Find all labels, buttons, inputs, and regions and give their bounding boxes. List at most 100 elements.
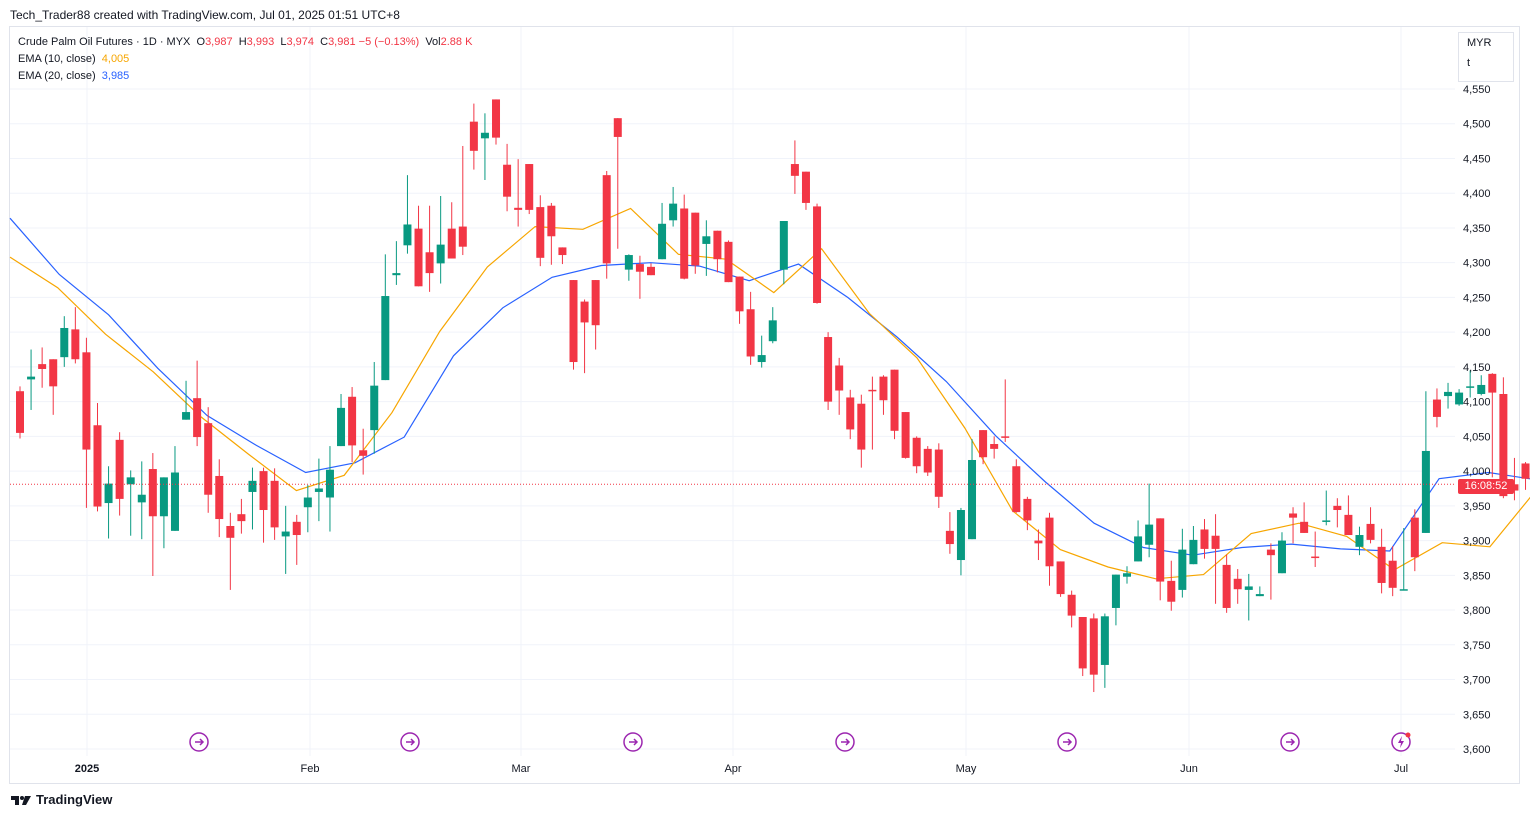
candle [680, 194, 689, 280]
candle-body [945, 530, 954, 545]
candle [1488, 373, 1497, 478]
candle [879, 375, 888, 415]
candle [1455, 389, 1464, 406]
candle-body [1001, 436, 1010, 438]
candle-body [237, 514, 246, 522]
legend-c-label: C [320, 36, 329, 48]
candle [1366, 507, 1375, 544]
candle-body [447, 228, 456, 259]
candle [469, 103, 478, 170]
candle [104, 466, 113, 539]
candle-body [104, 483, 113, 504]
y-tick-label: 4,550 [1463, 84, 1491, 96]
candle-body [270, 480, 279, 528]
candle [93, 403, 102, 512]
ema10-path [9, 207, 1530, 580]
candle [503, 143, 512, 212]
candle-body [82, 352, 91, 450]
candle [1300, 502, 1309, 533]
candle-body [1333, 505, 1342, 511]
tradingview-brand[interactable]: TradingView [10, 792, 112, 807]
candle-body [1045, 517, 1054, 567]
candle [325, 446, 334, 532]
candle-body [1366, 523, 1375, 540]
legend-row-ema10[interactable]: EMA (10, close) 4,005 [18, 53, 129, 65]
event-marker-icon[interactable] [1057, 732, 1077, 752]
candle-body [1078, 617, 1087, 669]
candle-body [381, 296, 390, 381]
candle-body [1233, 578, 1242, 590]
candle [1444, 382, 1453, 409]
candle [148, 453, 157, 577]
candle-body [148, 469, 157, 517]
candle-body [536, 207, 545, 258]
candle-body [525, 164, 534, 210]
candle [1089, 613, 1098, 693]
candle-body [801, 171, 810, 203]
candle [813, 203, 822, 304]
candle [569, 280, 578, 370]
y-tick-label: 4,050 [1463, 431, 1491, 443]
candle [746, 291, 755, 365]
event-marker-icon[interactable] [1391, 732, 1411, 752]
candle [425, 205, 434, 292]
candle-body [1156, 518, 1165, 582]
candle [16, 386, 24, 439]
candle [1477, 375, 1486, 396]
candle-body [724, 241, 733, 283]
y-tick-label: 3,800 [1463, 605, 1491, 617]
candle-body [492, 99, 501, 138]
candle-body [912, 437, 921, 467]
candle-body [93, 425, 102, 507]
candle-body [768, 320, 777, 342]
event-marker-icon[interactable] [400, 732, 420, 752]
candle-body [1289, 513, 1298, 518]
candle-body [403, 224, 412, 246]
candle [591, 280, 600, 350]
candle-body [348, 396, 357, 446]
candle-body [1322, 520, 1331, 522]
candle [1156, 518, 1165, 601]
candle-body [60, 327, 69, 358]
ema20-line [9, 217, 1530, 556]
candle [38, 347, 47, 388]
candle [447, 202, 456, 259]
candle [381, 254, 390, 381]
legend-row-ema20[interactable]: EMA (20, close) 3,985 [18, 70, 129, 82]
candle [159, 477, 168, 549]
event-marker-icon[interactable] [1280, 732, 1300, 752]
candle [1466, 370, 1475, 398]
event-markers [189, 732, 1411, 752]
candle-body [824, 337, 833, 402]
chart-frame [9, 26, 1520, 784]
currency-unit-selector[interactable]: MYR t [1458, 32, 1514, 82]
candle [547, 202, 556, 265]
candle [1111, 574, 1120, 626]
candle-body [1499, 393, 1508, 497]
candle-body [514, 207, 523, 210]
legend-h-label: H [238, 36, 247, 48]
candle [934, 443, 943, 508]
candle-body [1521, 463, 1530, 479]
candle-body [613, 118, 622, 137]
y-tick-label: 3,850 [1463, 570, 1491, 582]
candle [868, 376, 877, 450]
candle [480, 113, 489, 181]
candle [990, 436, 999, 459]
candle [923, 446, 932, 476]
candle [1178, 528, 1187, 598]
legend-open: 3,987 [205, 36, 233, 48]
candle-body [1211, 535, 1220, 549]
event-marker-icon[interactable] [189, 732, 209, 752]
candle [392, 241, 401, 285]
event-marker-icon[interactable] [623, 732, 643, 752]
candle [1211, 514, 1220, 604]
y-tick-label: 4,500 [1463, 119, 1491, 131]
candle-body [1344, 514, 1353, 536]
candle [1289, 507, 1298, 544]
candle [801, 171, 810, 210]
candle [115, 432, 124, 516]
event-marker-icon[interactable] [835, 732, 855, 752]
candle-body [480, 132, 489, 139]
